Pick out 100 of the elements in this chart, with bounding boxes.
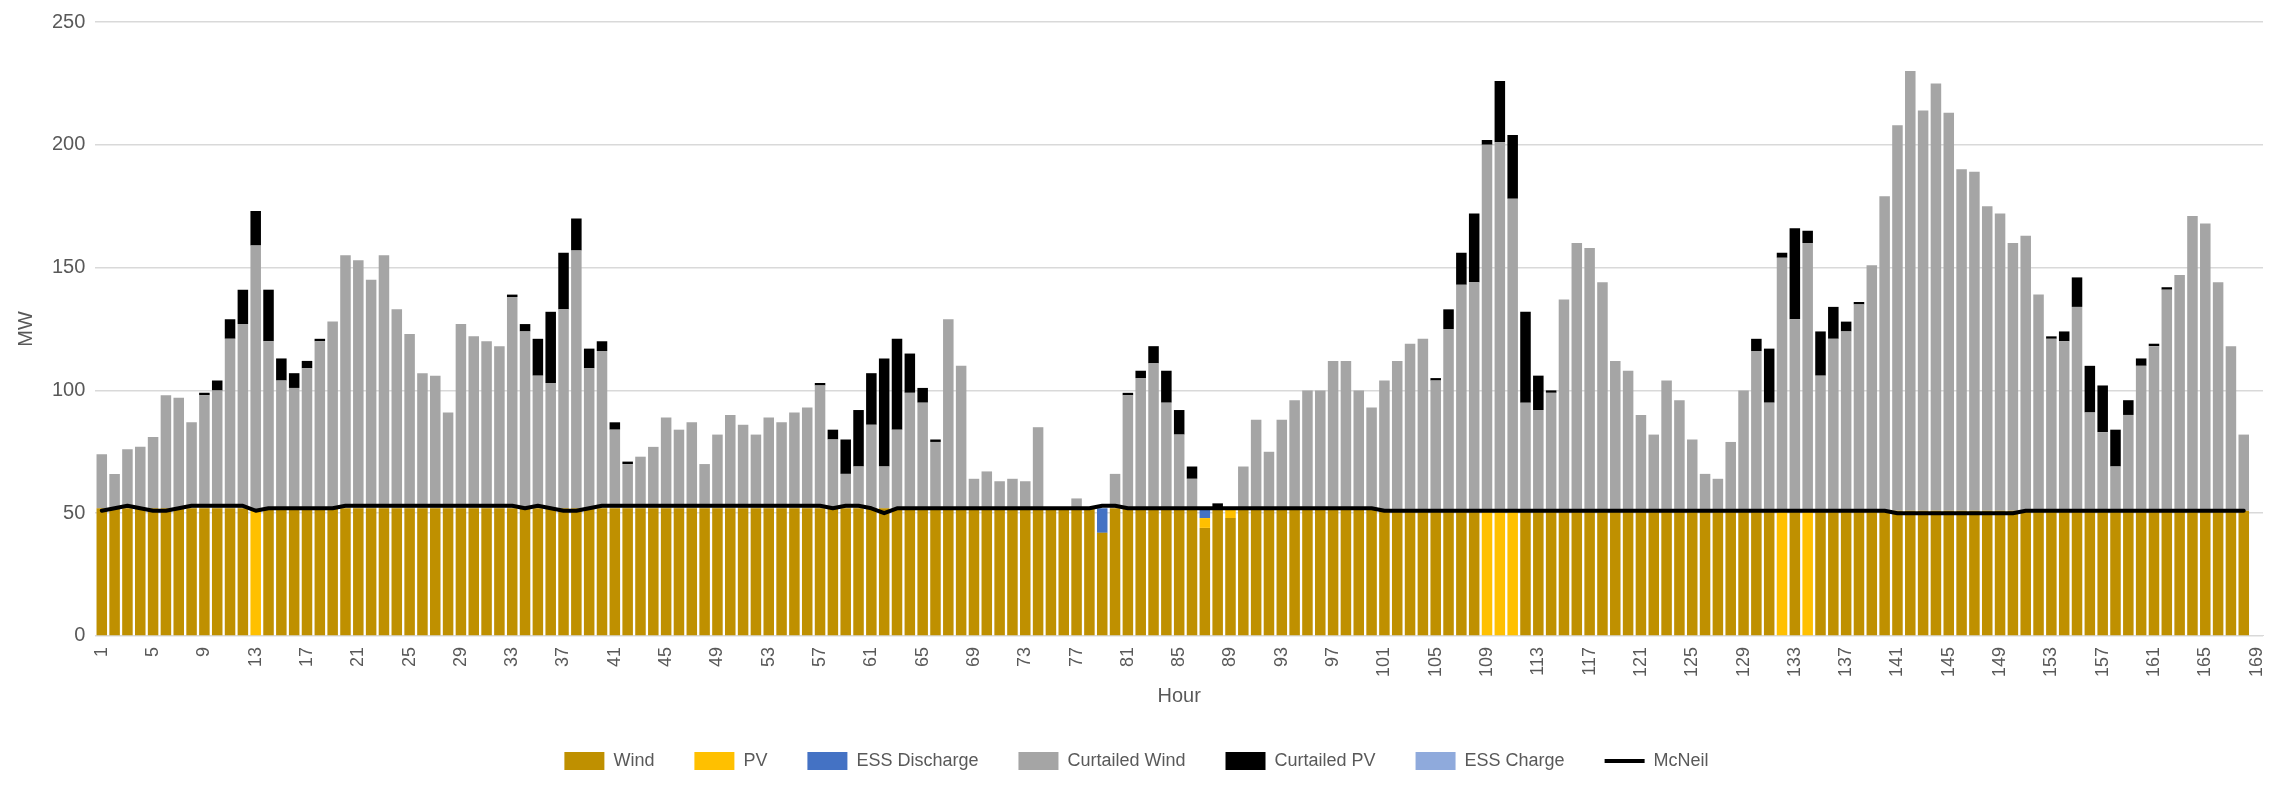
bar xyxy=(340,508,351,636)
x-tick-label: 49 xyxy=(706,646,727,667)
bar xyxy=(930,508,941,636)
bar xyxy=(1276,508,1288,636)
bar xyxy=(545,508,556,636)
bar xyxy=(1417,338,1429,511)
bar xyxy=(1533,375,1544,411)
bar xyxy=(1558,510,1570,636)
bar xyxy=(1366,508,1377,636)
bar xyxy=(673,508,685,636)
bar xyxy=(1520,311,1531,403)
bar xyxy=(186,508,197,636)
x-tick-label: 133 xyxy=(1783,646,1804,678)
bar xyxy=(173,508,184,636)
x-tick-label: 65 xyxy=(911,646,932,667)
bar xyxy=(1456,510,1467,636)
bar xyxy=(237,508,249,636)
bar xyxy=(1353,508,1365,636)
bar xyxy=(2046,336,2057,339)
bar xyxy=(1032,508,1044,636)
bar xyxy=(288,387,300,509)
bar xyxy=(1969,171,1980,511)
bar xyxy=(827,439,839,509)
bar xyxy=(1686,439,1698,511)
bar xyxy=(981,508,993,636)
bar xyxy=(1661,510,1672,636)
bar xyxy=(1045,508,1057,636)
bar xyxy=(1481,510,1493,636)
bar xyxy=(1584,247,1595,511)
bar xyxy=(1917,110,1929,511)
legend-label: Wind xyxy=(613,749,655,770)
bar xyxy=(276,508,287,636)
bar xyxy=(904,353,916,393)
bar xyxy=(1674,510,1685,636)
y-tick-label: 250 xyxy=(51,9,86,32)
bar xyxy=(1135,378,1146,509)
bar xyxy=(199,508,210,636)
y-axis-title: MW xyxy=(13,311,36,347)
bar xyxy=(2123,400,2134,415)
x-tick-label: 53 xyxy=(757,646,778,667)
bar xyxy=(1789,510,1801,636)
bar xyxy=(1340,360,1352,509)
bar xyxy=(2110,429,2121,467)
bar xyxy=(609,508,621,636)
bar xyxy=(1981,206,1993,511)
bar xyxy=(2212,510,2224,636)
bar xyxy=(2033,294,2044,511)
bar xyxy=(494,508,505,636)
bar xyxy=(904,392,916,509)
bar xyxy=(1699,473,1711,511)
x-tick-label: 145 xyxy=(1937,646,1958,678)
bar xyxy=(2097,510,2108,636)
bar xyxy=(1212,508,1223,636)
x-tick-label: 61 xyxy=(860,646,881,667)
bar xyxy=(1084,508,1095,636)
x-tick-label: 161 xyxy=(2142,646,2163,678)
bar xyxy=(250,245,261,511)
bar xyxy=(2135,358,2147,366)
bar xyxy=(814,508,826,636)
x-tick-label: 125 xyxy=(1681,646,1702,678)
x-tick-label: 97 xyxy=(1322,646,1343,667)
bar xyxy=(1122,395,1134,509)
bar xyxy=(2174,274,2185,511)
bar xyxy=(1199,527,1211,636)
bar xyxy=(1879,510,1890,636)
x-tick-label: 33 xyxy=(501,646,522,667)
bar xyxy=(1007,478,1018,509)
x-tick-label: 5 xyxy=(142,646,163,657)
bar xyxy=(1481,144,1493,511)
bar xyxy=(237,289,249,325)
bar xyxy=(2161,289,2173,511)
bar xyxy=(1468,510,1480,636)
bar xyxy=(725,508,736,636)
bar xyxy=(2187,510,2198,636)
bar xyxy=(1763,348,1775,403)
bar xyxy=(1391,510,1403,636)
bar xyxy=(263,508,274,636)
bar xyxy=(2071,510,2083,636)
y-tick-label: 200 xyxy=(51,132,86,155)
bar xyxy=(1148,363,1159,509)
bar xyxy=(1135,508,1146,636)
bar xyxy=(1315,508,1326,636)
bar xyxy=(1379,380,1390,511)
bar xyxy=(2097,385,2108,433)
bar xyxy=(1020,481,1031,509)
bar xyxy=(1173,508,1185,636)
bar xyxy=(1404,343,1416,511)
bar xyxy=(1186,466,1198,479)
y-tick-label: 50 xyxy=(63,500,86,523)
bar xyxy=(1032,427,1044,509)
bar xyxy=(891,429,903,509)
bar xyxy=(519,324,531,332)
bar xyxy=(943,508,954,636)
bar xyxy=(878,508,890,636)
bar xyxy=(1866,265,1878,511)
bar xyxy=(532,508,544,636)
bar xyxy=(224,319,236,339)
bar xyxy=(1443,328,1454,511)
bar xyxy=(1225,518,1236,636)
bar xyxy=(853,410,864,467)
